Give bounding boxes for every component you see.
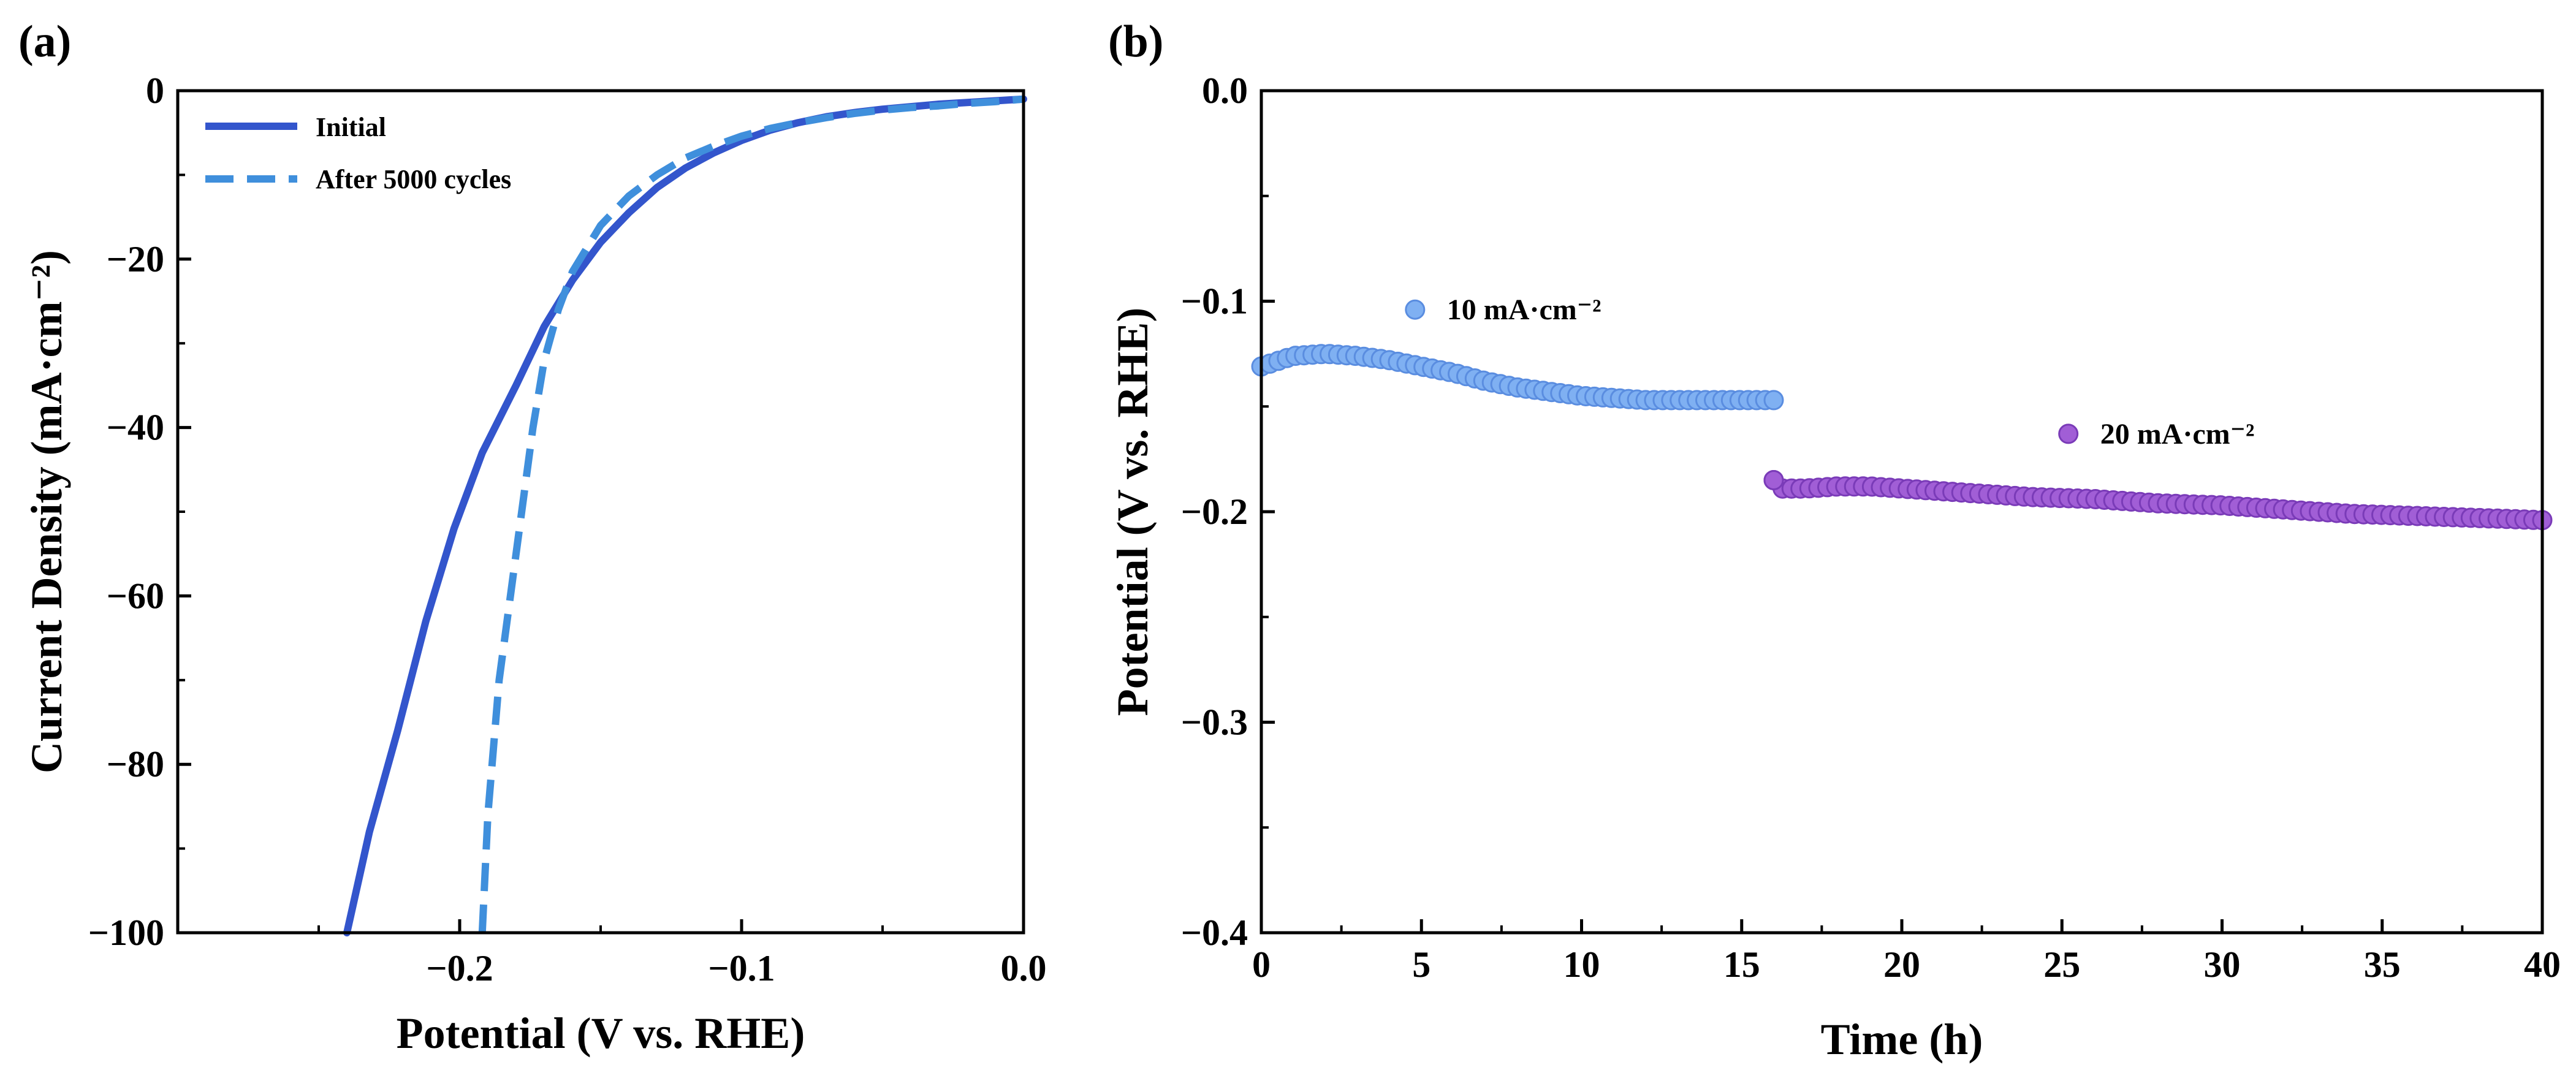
panel-a-chart: (a) −0.2 −0.1 0.0 0 −20 −40 −60 −80 −100 Initial… <box>18 17 1047 1058</box>
annotation-10ma: 10 mA·cm⁻² <box>1405 294 1601 326</box>
panel-b-xtick-label: 40 <box>2524 944 2561 985</box>
panel-a-frame <box>176 89 1025 935</box>
panel-b-xtick-label: 35 <box>2364 944 2401 985</box>
panel-a-ytick-label: −100 <box>88 913 164 953</box>
panel-a-ytick-label: −60 <box>107 575 164 616</box>
point-10ma <box>1763 390 1784 411</box>
panel-b-ytick-label: 0.0 <box>1202 70 1248 111</box>
panel-a-ytick-label: −80 <box>107 744 164 784</box>
panel-b-ytick-label: −0.4 <box>1181 913 1248 953</box>
panel-b-xtick-label: 10 <box>1563 944 1600 985</box>
panel-b-ticks: 0 5 10 15 20 25 30 35 40 0.0 −0.1 −0.2 −0.3 −0.4 <box>1181 70 2561 985</box>
panel-b-xtick-label: 20 <box>1883 944 1920 985</box>
panel-b-xtick-label: 0 <box>1252 944 1271 985</box>
panel-b-points <box>1251 344 2553 531</box>
annotation-20ma: 20 mA·cm⁻² <box>2058 418 2255 450</box>
panel-a-xlabel: Potential (V vs. RHE) <box>397 1009 805 1058</box>
panel-b-xtick-label: 25 <box>2043 944 2080 985</box>
panel-b-xlabel: Time (h) <box>1821 1015 1983 1064</box>
panel-b-ytick-label: −0.3 <box>1181 702 1248 743</box>
panel-a-ytick-label: 0 <box>146 70 164 111</box>
annotation-20ma-marker <box>2058 423 2079 444</box>
panel-b-xtick-label: 30 <box>2204 944 2241 985</box>
panel-a-xtick-label: −0.1 <box>708 948 775 988</box>
panel-b-ytick-label: −0.2 <box>1181 491 1248 532</box>
legend-initial-label: Initial <box>316 112 386 142</box>
panel-a-ytick-label: −20 <box>107 239 164 279</box>
panel-a-ytick-label: −40 <box>107 408 164 448</box>
panel-b-ylabel: Potential (V vs. RHE) <box>1108 308 1157 716</box>
annotation-10ma-label: 10 mA·cm⁻² <box>1447 294 1601 326</box>
panel-b-xtick-label: 5 <box>1412 944 1430 985</box>
legend-after-label: After 5000 cycles <box>316 164 511 194</box>
after-5000-cycles-curve <box>478 95 1024 933</box>
initial-curve <box>343 95 1027 936</box>
panel-a-ticks: −0.2 −0.1 0.0 0 −20 −40 −60 −80 −100 <box>88 70 1047 988</box>
panel-b-chart: (b) 0 5 10 15 20 25 30 35 400.0−0.1−0.2−0.3−0.4 … <box>1108 17 2561 1064</box>
point-20ma <box>1763 469 1784 490</box>
panel-a-xtick-label: 0.0 <box>1001 948 1047 988</box>
panel-a-xtick-label: −0.2 <box>426 948 493 988</box>
panel-a-ylabel: Current Density (mA·cm⁻²) <box>22 250 71 773</box>
panel-b-xtick-label: 15 <box>1723 944 1760 985</box>
panel-a-curves <box>343 95 1027 936</box>
panel-a-legend: Initial After 5000 cycles <box>205 112 511 194</box>
panel-a-label: (a) <box>18 17 71 67</box>
panel-b-ytick-label: −0.1 <box>1181 281 1248 322</box>
annotation-10ma-marker <box>1405 299 1426 320</box>
panel-b-label: (b) <box>1108 17 1163 67</box>
annotation-20ma-label: 20 mA·cm⁻² <box>2100 418 2255 450</box>
